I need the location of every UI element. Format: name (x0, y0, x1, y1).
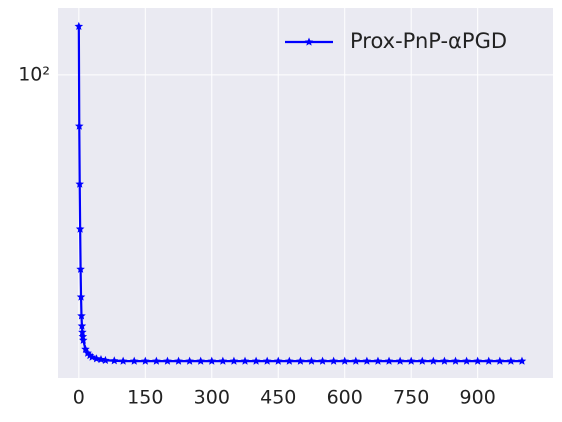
y-tick-label: 10² (18, 63, 50, 85)
point-marker (96, 355, 106, 364)
point-marker (196, 356, 205, 365)
point-marker (74, 121, 84, 130)
point-marker (473, 356, 482, 365)
point-marker (75, 224, 85, 233)
point-marker (351, 356, 361, 365)
point-marker (77, 311, 86, 320)
point-marker (77, 321, 87, 330)
x-tick-label: 600 (327, 387, 363, 409)
x-tick-label: 0 (73, 387, 85, 409)
point-marker (462, 356, 471, 365)
point-marker (506, 356, 516, 365)
point-marker (74, 21, 84, 30)
point-marker (163, 356, 172, 365)
legend-label: Prox-PnP-αPGD (350, 29, 507, 53)
point-marker (78, 327, 87, 336)
point-marker (395, 356, 405, 365)
point-marker (141, 356, 150, 365)
point-marker (207, 356, 217, 365)
x-tick-label: 750 (393, 387, 429, 409)
point-marker (296, 356, 305, 365)
point-marker (495, 356, 505, 365)
point-marker (318, 356, 327, 365)
point-marker (229, 356, 239, 365)
point-marker (76, 292, 86, 301)
point-marker (362, 356, 372, 365)
point-marker (384, 356, 394, 365)
plot-area (58, 8, 553, 378)
point-marker (285, 356, 294, 365)
point-marker (440, 356, 449, 365)
point-marker (240, 356, 250, 365)
point-marker (262, 356, 272, 365)
point-marker (417, 356, 427, 365)
point-marker (101, 355, 110, 364)
x-tick-label: 450 (260, 387, 296, 409)
point-marker (373, 356, 383, 365)
point-marker (251, 356, 261, 365)
point-marker (118, 356, 128, 365)
point-marker (406, 356, 416, 365)
point-marker (340, 356, 349, 365)
point-marker (110, 356, 119, 365)
point-marker (92, 354, 101, 363)
point-marker (152, 356, 161, 365)
point-marker (78, 335, 88, 344)
x-tick-label: 900 (460, 387, 496, 409)
point-marker (484, 356, 494, 365)
point-marker (174, 356, 183, 365)
point-marker (78, 332, 88, 341)
point-marker (451, 356, 460, 365)
point-marker (129, 356, 139, 365)
point-marker (76, 264, 85, 273)
x-tick-label: 300 (194, 387, 230, 409)
point-marker (307, 356, 316, 365)
legend-marker (304, 37, 314, 46)
point-marker (218, 356, 228, 365)
point-marker (185, 356, 194, 365)
point-marker (75, 179, 84, 188)
point-marker (273, 356, 283, 365)
point-marker (517, 356, 527, 365)
point-marker (429, 356, 438, 365)
x-tick-label: 150 (127, 387, 163, 409)
point-marker (329, 356, 338, 365)
